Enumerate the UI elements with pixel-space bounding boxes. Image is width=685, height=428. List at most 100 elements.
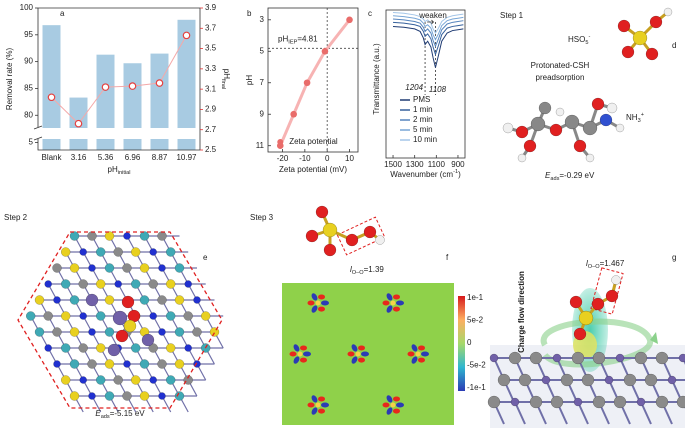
y-tick-label: 80 bbox=[24, 110, 33, 119]
atom bbox=[149, 376, 157, 384]
ph-marker bbox=[47, 93, 56, 102]
atom bbox=[104, 295, 115, 305]
atom bbox=[78, 343, 88, 353]
charge-lobe bbox=[396, 402, 404, 408]
atom bbox=[115, 329, 129, 343]
charge-center bbox=[415, 351, 421, 357]
text-part: IEP bbox=[288, 40, 297, 46]
atom bbox=[139, 295, 150, 305]
atom bbox=[529, 395, 543, 409]
x-axis-label: pHinitial bbox=[108, 165, 131, 176]
atom bbox=[541, 375, 551, 385]
atom bbox=[599, 113, 613, 127]
charge-lobe bbox=[411, 356, 418, 364]
step-label: Step 3 bbox=[250, 213, 274, 222]
atom bbox=[53, 360, 61, 368]
atom bbox=[193, 296, 201, 304]
panel-label: c bbox=[368, 9, 372, 18]
colorbar-label: 5e-2 bbox=[467, 316, 484, 325]
atom bbox=[52, 327, 62, 337]
peak-label: 1108 bbox=[429, 85, 447, 94]
atom bbox=[502, 122, 514, 134]
charge-center bbox=[355, 351, 361, 357]
x-tick-label: 1300 bbox=[406, 160, 424, 169]
text-part: l bbox=[586, 259, 588, 268]
y-tick-label: 95 bbox=[24, 30, 33, 39]
atom bbox=[130, 343, 141, 353]
text-part: - bbox=[588, 34, 590, 40]
axis-break-mark bbox=[33, 125, 43, 130]
charge-lobe bbox=[358, 345, 366, 351]
text-part: O–O bbox=[588, 264, 600, 270]
atom bbox=[623, 373, 637, 387]
atom bbox=[130, 247, 141, 257]
bond-label: lO–O=1.39 bbox=[350, 265, 384, 276]
atom bbox=[139, 263, 150, 273]
charge-lobe bbox=[386, 395, 393, 403]
text-part: Wavenumber (cm bbox=[390, 170, 453, 179]
text-part: 5 bbox=[585, 40, 588, 46]
panel-label: b bbox=[247, 9, 252, 18]
legend-label: 5 min bbox=[413, 125, 433, 134]
atom bbox=[676, 395, 685, 409]
charge-lobe bbox=[321, 402, 329, 408]
annotation-arrow bbox=[427, 19, 435, 25]
atom bbox=[510, 397, 520, 407]
text-part: initial bbox=[118, 170, 131, 176]
atom bbox=[157, 295, 167, 305]
charge-lobe bbox=[317, 306, 325, 312]
atom bbox=[165, 279, 176, 289]
atom bbox=[34, 295, 45, 305]
charge-lobe bbox=[393, 294, 401, 300]
atom bbox=[193, 360, 201, 368]
caption: Protonated-CSH bbox=[531, 61, 590, 70]
text-part: =1.467 bbox=[600, 259, 625, 268]
annotation: weaken bbox=[418, 11, 447, 20]
atom bbox=[523, 139, 537, 153]
text-part: ) bbox=[458, 170, 461, 179]
x-tick-label: 1100 bbox=[428, 160, 446, 169]
flow-arrow-head bbox=[650, 332, 658, 344]
charge-lobe bbox=[417, 357, 425, 363]
atom bbox=[122, 263, 132, 273]
slab-bond bbox=[514, 401, 526, 425]
bar bbox=[177, 19, 196, 150]
atom bbox=[78, 279, 88, 289]
text-part: O–O bbox=[352, 270, 364, 276]
atom bbox=[644, 373, 658, 387]
atom bbox=[606, 102, 618, 114]
atom bbox=[158, 392, 166, 400]
atom bbox=[549, 123, 563, 137]
colorbar bbox=[458, 296, 465, 391]
bar bbox=[150, 53, 169, 150]
atom bbox=[123, 319, 137, 333]
atom bbox=[645, 47, 659, 61]
atom bbox=[552, 353, 562, 363]
atom bbox=[174, 263, 185, 273]
y2-tick-label: 3.7 bbox=[205, 23, 217, 32]
text-part: pH bbox=[278, 34, 288, 43]
text-part: =-0.29 eV bbox=[559, 171, 595, 180]
charge-lobe bbox=[318, 396, 326, 402]
atom bbox=[107, 343, 121, 357]
text-part: =1.39 bbox=[364, 265, 385, 274]
charge-lobe bbox=[386, 293, 393, 301]
atom bbox=[165, 311, 176, 321]
atom bbox=[69, 327, 80, 337]
text-part: ads bbox=[101, 414, 110, 420]
atom bbox=[87, 231, 97, 241]
bond-box bbox=[336, 216, 386, 256]
atom bbox=[88, 392, 96, 400]
atom bbox=[613, 395, 627, 409]
x-tick-label: 3.16 bbox=[71, 153, 87, 162]
x-axis-label: Wavenumber (cm-1) bbox=[390, 169, 461, 179]
zeta-point bbox=[321, 47, 329, 55]
panel-label: a bbox=[60, 9, 65, 18]
atom bbox=[174, 295, 185, 305]
atom bbox=[322, 222, 338, 238]
atom bbox=[315, 205, 329, 219]
atom bbox=[139, 359, 150, 369]
atom bbox=[667, 375, 677, 385]
spectrum bbox=[392, 25, 464, 68]
